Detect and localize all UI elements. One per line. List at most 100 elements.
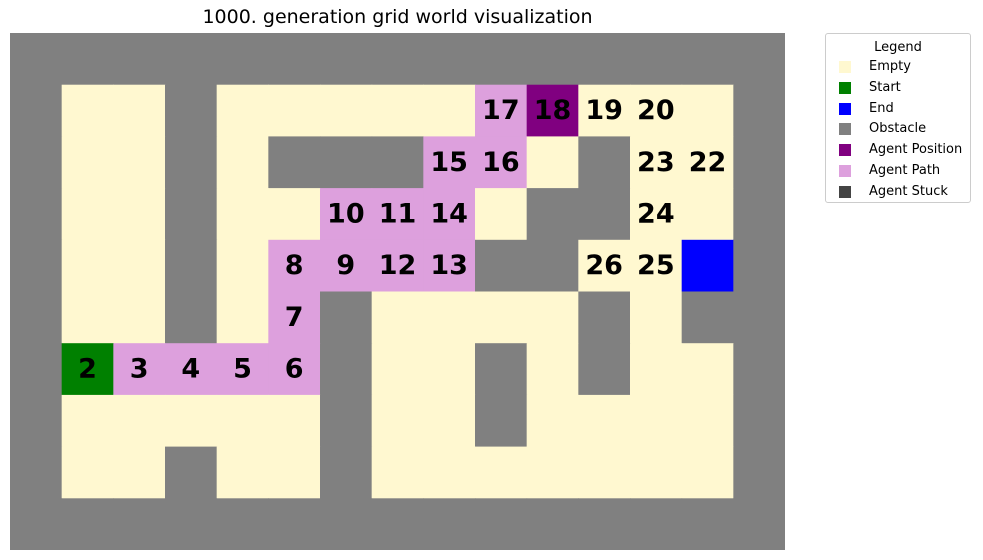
empty-cell (630, 343, 683, 396)
obstacle-cell (681, 498, 734, 550)
legend-item: Start (826, 78, 970, 99)
empty-cell (578, 446, 631, 499)
step-label: 23 (637, 147, 675, 178)
agent-path-cell (320, 239, 373, 292)
step-label: 16 (482, 147, 520, 178)
obstacle-cell (423, 498, 476, 550)
empty-cell (371, 84, 424, 137)
legend-swatch (839, 144, 851, 157)
obstacle-cell (165, 188, 218, 241)
obstacle-cell (10, 291, 63, 344)
obstacle-cell (165, 446, 218, 499)
step-label: 22 (689, 147, 727, 178)
obstacle-cell (526, 498, 579, 550)
obstacle-cell (61, 498, 114, 550)
obstacle-cell (113, 33, 166, 86)
obstacle-cell (681, 291, 734, 344)
step-label: 13 (430, 250, 468, 281)
legend-swatch (839, 164, 851, 177)
obstacle-cell (165, 84, 218, 137)
empty-cell (113, 188, 166, 241)
start-cell (61, 343, 114, 396)
obstacle-cell (578, 33, 631, 86)
empty-cell (578, 84, 631, 137)
step-label: 4 (181, 354, 200, 385)
empty-cell (320, 84, 373, 137)
obstacle-cell (10, 84, 63, 137)
obstacle-cell (216, 33, 269, 86)
empty-cell (630, 394, 683, 448)
step-label: 12 (379, 250, 417, 281)
end-cell (681, 239, 734, 292)
empty-cell (165, 394, 218, 448)
legend-item: Agent Position (826, 140, 970, 161)
obstacle-cell (475, 394, 528, 448)
agent-path-cell (268, 343, 321, 396)
legend-item: End (826, 99, 970, 120)
empty-cell (268, 446, 321, 499)
obstacle-cell (630, 498, 683, 550)
agent-path-cell (216, 343, 269, 396)
obstacle-cell (268, 498, 321, 550)
empty-cell (475, 446, 528, 499)
obstacle-cell (733, 136, 785, 189)
obstacle-cell (733, 33, 785, 86)
agent-path-cell (475, 84, 528, 137)
obstacle-cell (216, 498, 269, 550)
empty-cell (61, 188, 114, 241)
obstacle-cell (578, 291, 631, 344)
obstacle-cell (320, 394, 373, 448)
empty-cell (216, 188, 269, 241)
empty-cell (475, 291, 528, 344)
obstacle-cell (578, 136, 631, 189)
step-label: 18 (534, 95, 572, 126)
legend-label: Obstacle (869, 121, 927, 137)
empty-cell (423, 394, 476, 448)
obstacle-cell (320, 498, 373, 550)
legend-item: Obstacle (826, 119, 970, 140)
empty-cell (61, 446, 114, 499)
empty-cell (113, 84, 166, 137)
step-label: 15 (430, 147, 468, 178)
empty-cell (526, 343, 579, 396)
empty-cell (268, 84, 321, 137)
obstacle-cell (165, 136, 218, 189)
obstacle-cell (475, 33, 528, 86)
empty-cell (475, 188, 528, 241)
step-label: 20 (637, 95, 675, 126)
obstacle-cell (10, 33, 63, 86)
empty-cell (61, 394, 114, 448)
empty-cell (371, 291, 424, 344)
obstacle-cell (268, 136, 321, 189)
legend-label: End (869, 100, 894, 116)
empty-cell (423, 291, 476, 344)
obstacle-cell (320, 291, 373, 344)
empty-cell (216, 239, 269, 292)
empty-cell (113, 239, 166, 292)
empty-cell (113, 136, 166, 189)
empty-cell (61, 239, 114, 292)
obstacle-cell (320, 343, 373, 396)
agent-path-cell (423, 188, 476, 241)
obstacle-cell (475, 498, 528, 550)
empty-cell (526, 394, 579, 448)
step-label: 3 (130, 354, 149, 385)
empty-cell (630, 239, 683, 292)
legend-label: Start (869, 79, 901, 95)
empty-cell (61, 84, 114, 137)
step-label: 25 (637, 250, 675, 281)
legend-swatch (839, 185, 851, 198)
empty-cell (216, 446, 269, 499)
empty-cell (268, 188, 321, 241)
step-label: 24 (637, 198, 675, 229)
obstacle-cell (165, 291, 218, 344)
step-label: 10 (327, 198, 365, 229)
obstacle-cell (10, 394, 63, 448)
obstacle-cell (526, 188, 579, 241)
empty-cell (681, 446, 734, 499)
empty-cell (216, 84, 269, 137)
agent-path-cell (475, 136, 528, 189)
obstacle-cell (268, 33, 321, 86)
legend-item: Agent Path (826, 161, 970, 182)
